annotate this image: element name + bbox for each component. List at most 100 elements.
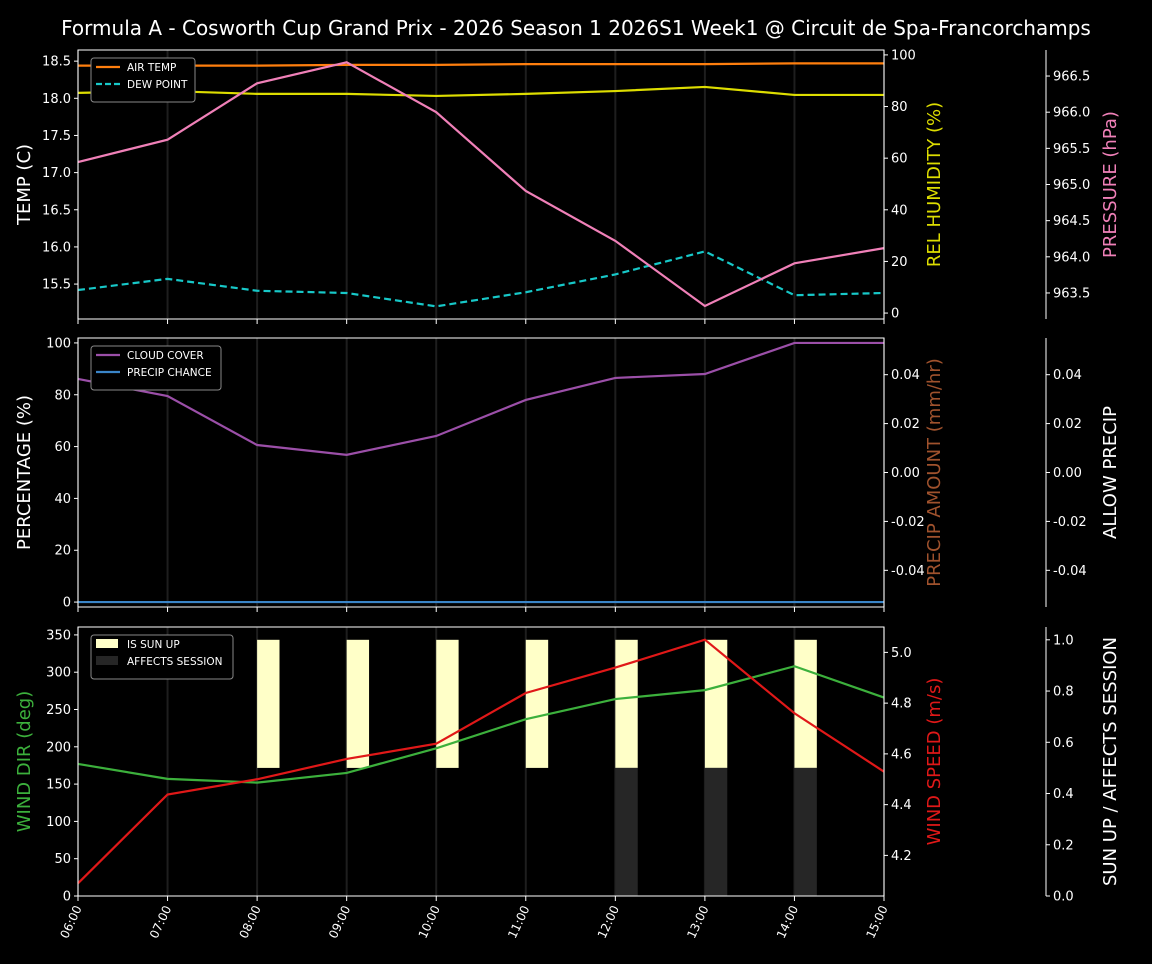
- y-tick-label: -0.02: [891, 515, 925, 530]
- chart-title: Formula A - Cosworth Cup Grand Prix - 20…: [61, 16, 1091, 40]
- y-tick-label: 4.2: [891, 849, 912, 864]
- bar-is-sun-up: [257, 639, 280, 768]
- legend: IS SUN UP AFFECTS SESSION: [90, 634, 234, 680]
- y-axis-label: PRESSURE (hPa): [1100, 111, 1121, 258]
- bar-is-sun-up: [346, 639, 370, 768]
- y-axis-label: PERCENTAGE (%): [14, 395, 35, 550]
- y-tick-label: 80: [54, 388, 71, 403]
- legend-box: [90, 345, 222, 391]
- y-tick-label: 0.8: [1053, 685, 1074, 700]
- y-tick-label: 0.2: [1053, 838, 1074, 853]
- y-tick-label: -0.02: [1053, 515, 1087, 530]
- x-tick-label: 12:00: [595, 903, 622, 940]
- y-tick-label: 964.5: [1053, 214, 1090, 229]
- series-line-axis0: [77, 665, 885, 784]
- y-tick-label: 0.02: [1053, 417, 1082, 432]
- panel-2: 0 20 40 60 80 100 PERCENTAGE (%) -0.04 -0.02 0.00…: [14, 336, 1121, 612]
- y-tick-label: 100: [891, 48, 916, 63]
- bar-is-sun-up: [615, 639, 638, 768]
- y-tick-label: 965.5: [1053, 142, 1090, 157]
- legend-label: DEW POINT: [127, 79, 188, 91]
- y-axis-label: REL HUMIDITY (%): [924, 102, 945, 267]
- legend-box: [90, 634, 234, 680]
- legend-box: [90, 57, 196, 103]
- plot-frame: [77, 626, 885, 897]
- y-tick-label: 17.5: [42, 129, 71, 144]
- x-tick-label: 09:00: [326, 903, 353, 940]
- y-axis-label: PRECIP AMOUNT (mm/hr): [924, 358, 945, 587]
- series-line-air-temp: [78, 62, 884, 67]
- y-tick-label: 0.6: [1053, 736, 1074, 751]
- y-axis-label: WIND DIR (deg): [14, 691, 35, 833]
- y-tick-label: 16.5: [42, 203, 71, 218]
- y-tick-label: 4.6: [891, 747, 912, 762]
- y-tick-label: 4.8: [891, 697, 912, 712]
- legend-label: AFFECTS SESSION: [127, 656, 223, 668]
- y-tick-label: 40: [891, 203, 908, 218]
- y-tick-label: 966.0: [1053, 106, 1090, 121]
- bar-affects-session: [615, 767, 638, 896]
- legend-swatch: [96, 639, 118, 648]
- x-tick-label: 11:00: [505, 903, 532, 940]
- bar-affects-session: [794, 767, 817, 896]
- x-tick-label: 06:00: [57, 903, 84, 940]
- y-axis-label: TEMP (C): [14, 144, 35, 226]
- y-tick-label: 100: [46, 815, 71, 830]
- y-tick-label: 20: [891, 255, 908, 270]
- y-tick-label: 50: [54, 852, 71, 867]
- bar-is-sun-up: [436, 639, 459, 768]
- bar-affects-session: [704, 767, 728, 896]
- panel-1: 15.5 16.0 16.5 17.0 17.5 18.0 18.5 TEMP (C) 0 20 4…: [14, 48, 1121, 324]
- legend-label: IS SUN UP: [127, 639, 180, 651]
- y-tick-label: 965.0: [1053, 178, 1090, 193]
- y-tick-label: 150: [46, 778, 71, 793]
- y-tick-label: 0: [63, 596, 71, 611]
- legend: CLOUD COVER PRECIP CHANCE: [90, 345, 222, 391]
- legend: AIR TEMP DEW POINT: [90, 57, 196, 103]
- y-tick-label: 17.0: [42, 166, 71, 181]
- y-tick-label: 0.00: [1053, 466, 1082, 481]
- y-tick-label: 200: [46, 740, 71, 755]
- y-tick-label: 966.5: [1053, 70, 1090, 85]
- y-tick-label: 0.4: [1053, 787, 1074, 802]
- y-tick-label: -0.04: [1053, 564, 1087, 579]
- series-line-cloud-cover: [77, 341, 884, 456]
- plot-frame: [77, 49, 885, 320]
- legend-label: PRECIP CHANCE: [127, 367, 212, 379]
- y-tick-label: 5.0: [891, 646, 912, 661]
- y-tick-label: 964.0: [1053, 250, 1090, 265]
- y-tick-label: -0.04: [891, 564, 925, 579]
- series-line-axis1: [77, 638, 885, 885]
- y-tick-label: 18.0: [42, 92, 71, 107]
- x-tick-label: 13:00: [684, 903, 711, 940]
- y-tick-label: 15.5: [42, 278, 71, 293]
- y-tick-label: 0: [891, 307, 899, 322]
- y-tick-label: 963.5: [1053, 286, 1090, 301]
- y-tick-label: 100: [46, 336, 71, 351]
- y-axis-label: SUN UP / AFFECTS SESSION: [1100, 637, 1121, 886]
- y-tick-label: 0: [63, 890, 71, 905]
- legend-label: AIR TEMP: [127, 62, 176, 74]
- y-axis-label: WIND SPEED (m/s): [924, 678, 945, 846]
- y-tick-label: 0.04: [1053, 368, 1082, 383]
- y-tick-label: 300: [46, 666, 71, 681]
- y-tick-label: 1.0: [1053, 633, 1074, 648]
- x-tick-label: 14:00: [774, 903, 801, 940]
- y-tick-label: 4.4: [891, 798, 912, 813]
- legend-label: CLOUD COVER: [127, 350, 204, 362]
- bar-is-sun-up: [794, 639, 817, 768]
- bar-is-sun-up: [525, 639, 549, 768]
- y-tick-label: 0.02: [891, 417, 920, 432]
- y-axis-label: ALLOW PRECIP: [1100, 406, 1121, 539]
- series-line-dew-point: [77, 250, 885, 308]
- y-tick-label: 0.04: [891, 368, 920, 383]
- y-tick-label: 18.5: [42, 55, 71, 70]
- y-tick-label: 0.0: [1053, 890, 1074, 905]
- y-tick-label: 80: [891, 100, 908, 115]
- x-tick-label: 07:00: [147, 903, 174, 940]
- y-tick-label: 60: [891, 152, 908, 167]
- x-tick-label: 10:00: [416, 903, 443, 940]
- y-tick-label: 16.0: [42, 240, 71, 255]
- panel-3: 0 50 100 150 200 250 300 350 WIND DIR (deg) 4.2 4.…: [14, 626, 1121, 941]
